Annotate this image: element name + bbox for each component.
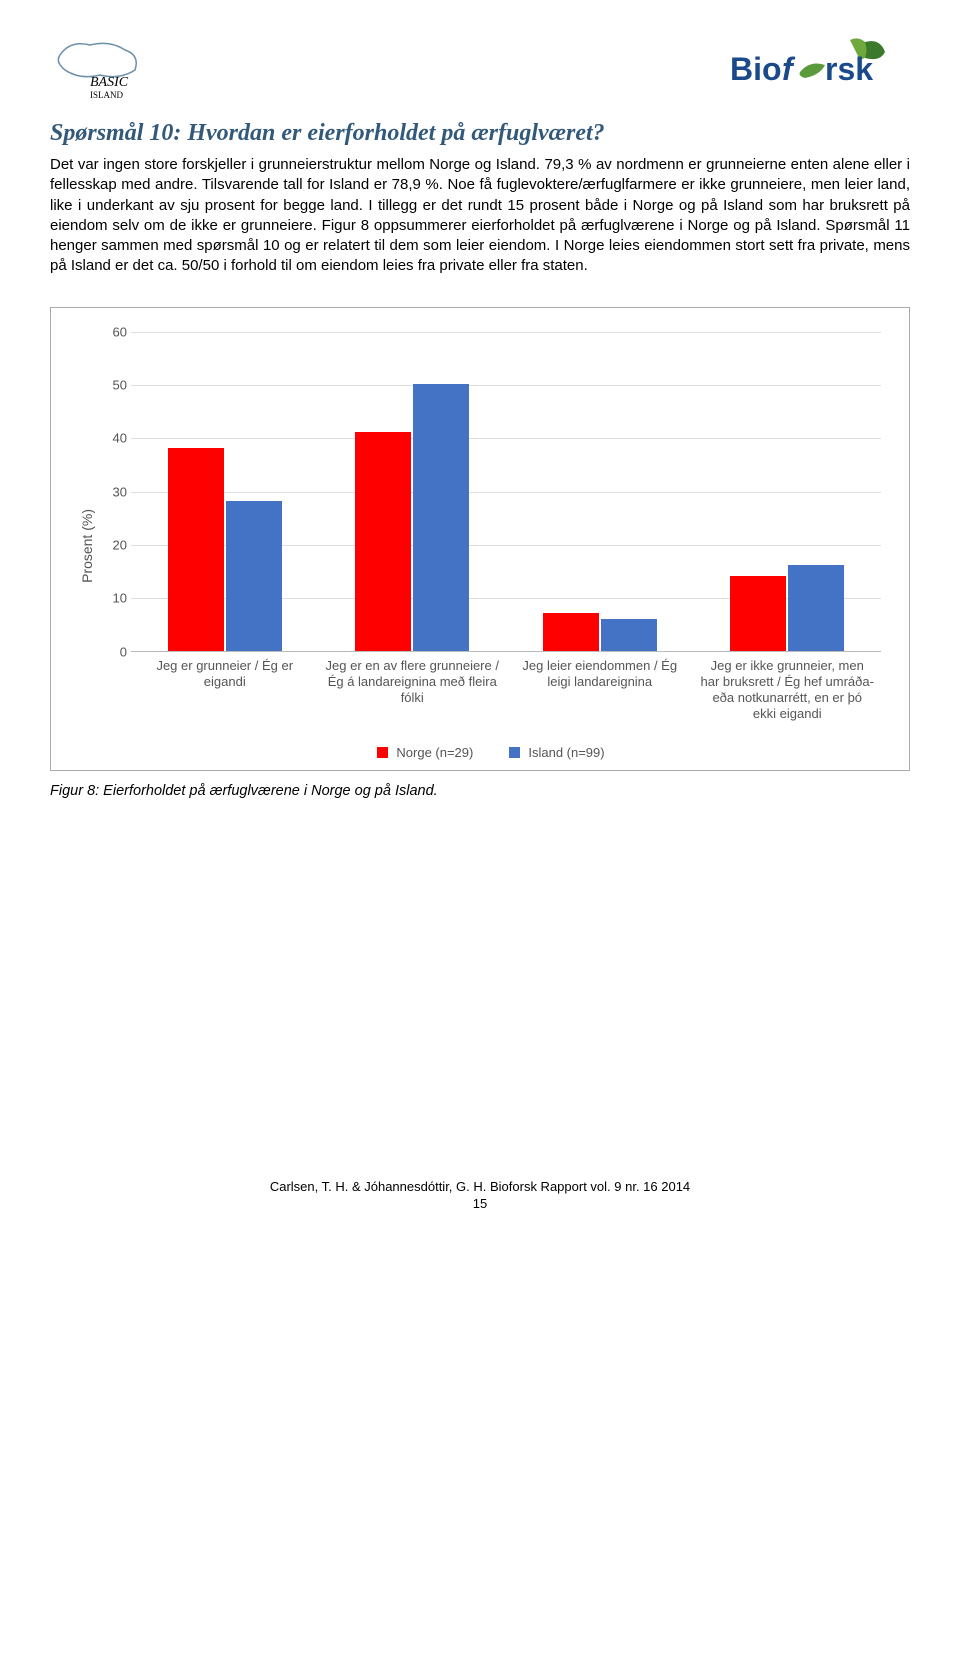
- logo-left-text: BASIC: [90, 75, 129, 90]
- logo-basic-island: BASIC ISLAND: [50, 30, 160, 100]
- bar: [601, 619, 657, 651]
- y-tick-label: 50: [101, 377, 127, 392]
- x-axis-labels: Jeg er grunneier / Ég er eigandiJeg er e…: [131, 658, 881, 723]
- legend-swatch: [509, 747, 520, 758]
- bar: [788, 565, 844, 650]
- svg-text:rsk: rsk: [825, 51, 873, 87]
- bar: [543, 613, 599, 650]
- logo-left-subtext: ISLAND: [90, 90, 123, 100]
- bar: [730, 576, 786, 651]
- header-logos: BASIC ISLAND Bio f rsk: [50, 30, 910, 100]
- legend-label: Norge (n=29): [396, 745, 473, 760]
- y-tick-label: 20: [101, 537, 127, 552]
- logo-bioforsk: Bio f rsk: [730, 30, 910, 100]
- page-number: 15: [50, 1196, 910, 1211]
- bar: [226, 501, 282, 650]
- body-paragraph: Det var ingen store forskjeller i grunne…: [50, 155, 910, 277]
- y-tick-label: 30: [101, 484, 127, 499]
- plot-area: 0102030405060: [131, 332, 881, 652]
- y-tick-label: 60: [101, 324, 127, 339]
- bar-groups: [131, 332, 881, 651]
- svg-text:Bio: Bio: [730, 51, 782, 87]
- bar-group: [319, 332, 507, 651]
- legend-item: Island (n=99): [509, 745, 604, 760]
- y-tick-label: 10: [101, 591, 127, 606]
- chart-container: Prosent (%) 0102030405060 Jeg er grunnei…: [50, 307, 910, 771]
- bar-group: [131, 332, 319, 651]
- question-title: Spørsmål 10: Hvordan er eierforholdet på…: [50, 120, 910, 147]
- figure-caption: Figur 8: Eierforholdet på ærfuglværene i…: [50, 783, 910, 799]
- x-tick-label: Jeg leier eiendommen / Ég leigi landarei…: [506, 658, 694, 723]
- x-tick-label: Jeg er grunneier / Ég er eigandi: [131, 658, 319, 723]
- x-tick-label: Jeg er ikke grunneier, men har bruksrett…: [694, 658, 882, 723]
- x-tick-label: Jeg er en av flere grunneiere / Ég á lan…: [319, 658, 507, 723]
- legend-swatch: [377, 747, 388, 758]
- bar-group: [694, 332, 882, 651]
- svg-text:f: f: [782, 51, 796, 87]
- y-tick-label: 0: [101, 644, 127, 659]
- footer-citation: Carlsen, T. H. & Jóhannesdóttir, G. H. B…: [50, 1179, 910, 1194]
- bar: [355, 432, 411, 651]
- y-tick-label: 40: [101, 431, 127, 446]
- y-axis-label: Prosent (%): [79, 509, 95, 583]
- bar: [413, 384, 469, 651]
- legend-label: Island (n=99): [528, 745, 604, 760]
- bar-group: [506, 332, 694, 651]
- chart-legend: Norge (n=29) Island (n=99): [101, 745, 881, 760]
- bar: [168, 448, 224, 651]
- page-footer: Carlsen, T. H. & Jóhannesdóttir, G. H. B…: [50, 1179, 910, 1211]
- legend-item: Norge (n=29): [377, 745, 473, 760]
